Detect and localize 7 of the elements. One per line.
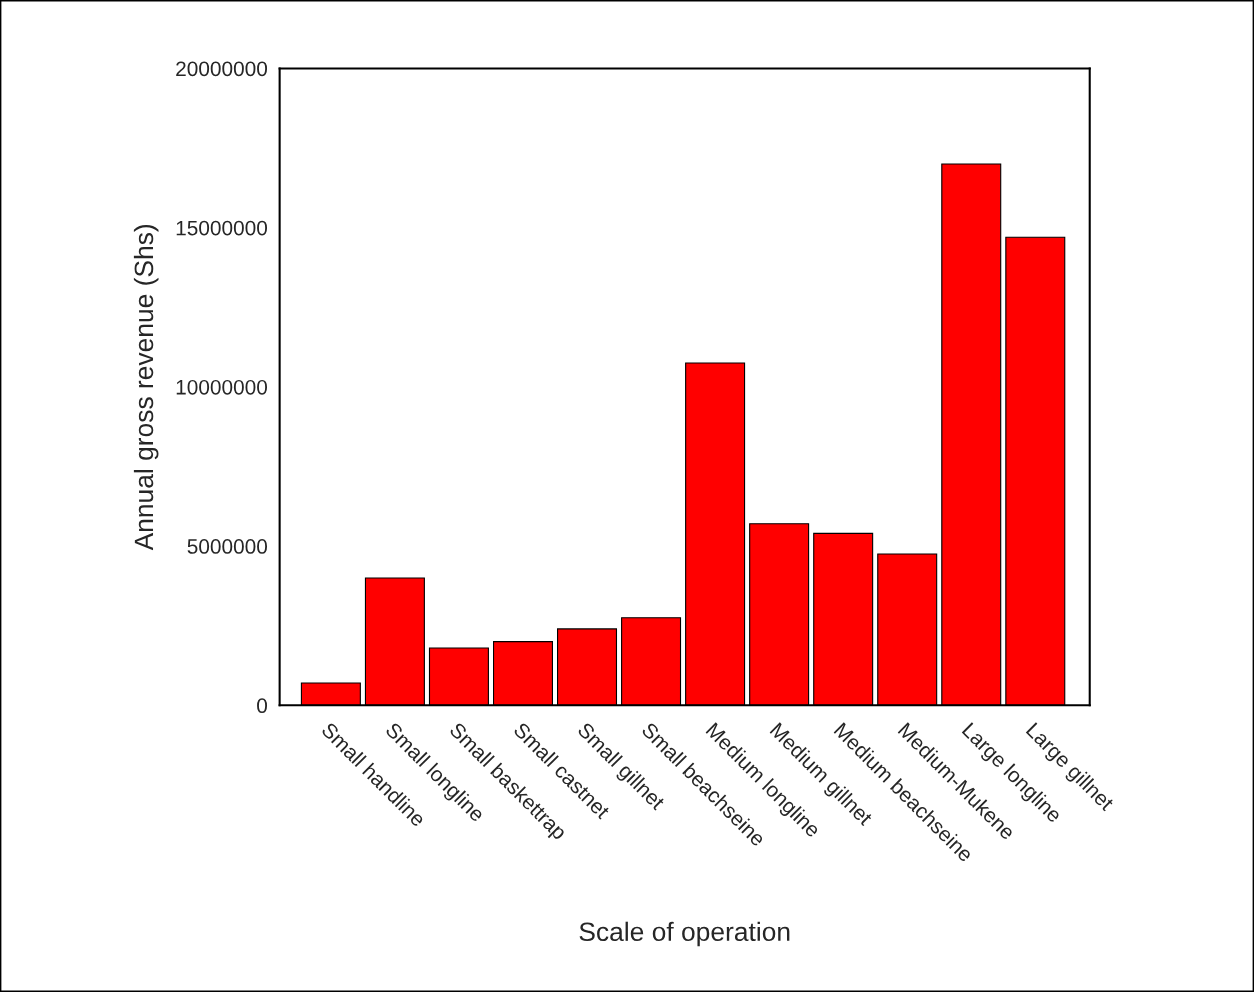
x-axis-title: Scale of operation xyxy=(579,921,790,947)
y-tick-label: 10000000 xyxy=(176,379,268,395)
y-tick-label: 15000000 xyxy=(176,220,268,236)
y-axis-title: Annual gross revenue (Shs) xyxy=(133,224,159,551)
y-tick-label: 0 xyxy=(257,698,268,714)
y-tick-label: 20000000 xyxy=(176,61,268,77)
y-tick-label: 5000000 xyxy=(187,539,268,554)
